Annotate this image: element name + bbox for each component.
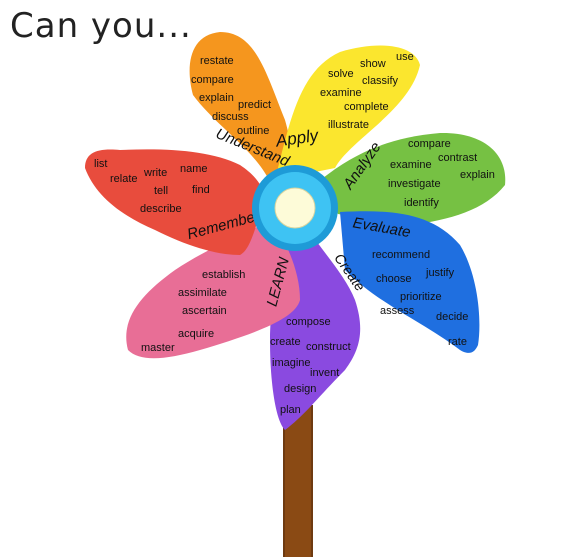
verb-label: decide: [436, 311, 468, 323]
petal-understand: [189, 32, 294, 182]
verb-label: ascertain: [182, 305, 227, 317]
verb-label: acquire: [178, 328, 214, 340]
verb-label: construct: [306, 341, 351, 353]
pinwheel-stick: [283, 405, 313, 557]
verb-label: restate: [200, 55, 234, 67]
verb-label: classify: [362, 75, 399, 87]
verb-label: explain: [460, 169, 495, 181]
verb-label: invent: [310, 367, 339, 379]
verb-label: tell: [154, 185, 168, 197]
verb-label: solve: [328, 68, 354, 80]
petal-learn: [126, 220, 301, 359]
verb-label: create: [270, 336, 301, 348]
verbs-apply: show use solve classify examine complete…: [320, 51, 414, 131]
verbs-understand: restate compare explain predict discuss …: [191, 55, 271, 137]
verb-label: examine: [320, 87, 362, 99]
verb-label: illustrate: [328, 119, 369, 131]
verb-label: contrast: [438, 152, 477, 164]
verb-label: investigate: [388, 178, 441, 190]
verb-label: master: [141, 342, 175, 354]
verb-label: design: [284, 383, 316, 395]
verb-label: predict: [238, 99, 271, 111]
verbs-analyze: compare examine contrast investigate exp…: [388, 138, 495, 209]
verb-label: write: [143, 167, 167, 179]
verb-label: imagine: [272, 357, 311, 369]
verbs-evaluate: recommend choose justify prioritize asse…: [372, 249, 468, 348]
verb-label: identify: [404, 197, 439, 209]
verb-label: relate: [110, 173, 138, 185]
verb-label: assess: [380, 305, 415, 317]
verb-label: use: [396, 51, 414, 63]
verb-label: outline: [237, 125, 269, 137]
verb-label: complete: [344, 101, 389, 113]
petal-analyze: [318, 132, 506, 225]
verb-label: discuss: [212, 111, 249, 123]
verb-label: plan: [280, 404, 301, 416]
verb-label: list: [94, 158, 107, 170]
verb-label: prioritize: [400, 291, 442, 303]
verb-label: explain: [199, 92, 234, 104]
verb-label: compose: [286, 316, 331, 328]
verbs-create: compose create construct imagine invent …: [270, 316, 351, 416]
verb-label: name: [180, 163, 208, 175]
pinwheel-hub: [252, 165, 338, 251]
verbs-learn: establish assimilate ascertain acquire m…: [141, 269, 245, 354]
page-title: Can you...: [10, 6, 192, 46]
petal-evaluate: [340, 211, 480, 353]
verb-label: assimilate: [178, 287, 227, 299]
verb-label: choose: [376, 273, 411, 285]
verb-label: describe: [140, 203, 182, 215]
verb-label: justify: [425, 267, 455, 279]
verb-label: find: [192, 184, 210, 196]
petal-apply: [275, 45, 420, 180]
verb-label: rate: [448, 336, 467, 348]
verb-label: recommend: [372, 249, 430, 261]
petal-remember: [85, 149, 265, 255]
verb-label: compare: [408, 138, 451, 150]
verb-label: examine: [390, 159, 432, 171]
verbs-remember: list write name relate tell find describ…: [94, 158, 210, 215]
verb-label: establish: [202, 269, 245, 281]
verb-label: compare: [191, 74, 234, 86]
verb-label: show: [360, 58, 386, 70]
